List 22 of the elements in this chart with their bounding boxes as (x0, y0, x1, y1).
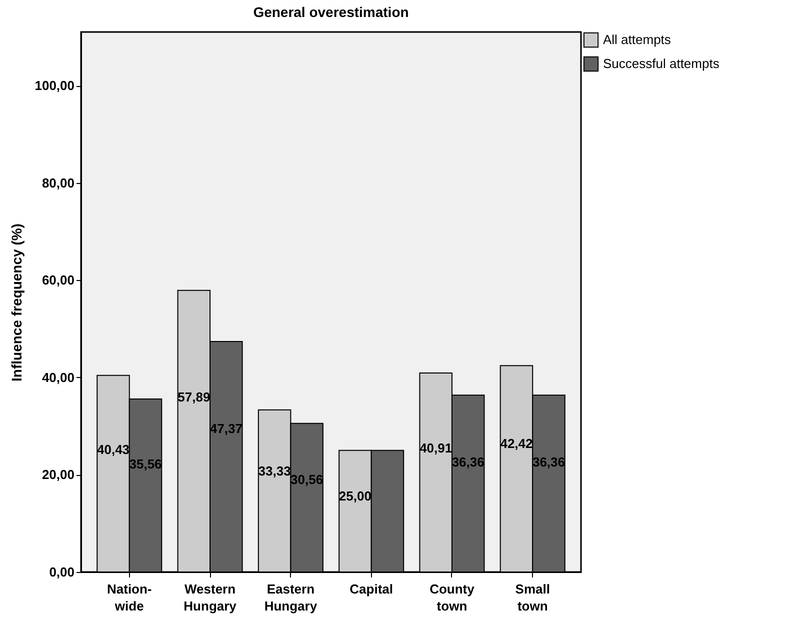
x-tick-label: County town (430, 582, 476, 614)
x-tick-label: Western Hungary (184, 582, 238, 614)
data-label: 57,89 (178, 389, 210, 404)
data-label: 40,43 (96, 442, 130, 458)
legend-label: All attempts (603, 32, 672, 47)
y-tick-label: 0,00 (49, 564, 74, 580)
y-tick-label: 100,00 (34, 78, 74, 94)
data-label: 47,37 (210, 421, 242, 436)
y-axis-title: Influence frequency (%) (8, 224, 25, 382)
data-label: 36,36 (532, 454, 566, 470)
legend-label: Successful attempts (603, 56, 720, 71)
chart-title: General overestimation (253, 4, 409, 20)
y-tick-label: 20,00 (42, 467, 74, 482)
x-tick-label: Capital (350, 582, 393, 596)
data-label: 40,91 (420, 440, 452, 456)
y-tick-label: 60,00 (42, 272, 74, 288)
x-tick-label: Eastern Hungary (264, 582, 318, 614)
y-tick-label: 80,00 (42, 175, 74, 190)
x-tick-label: Small town (515, 582, 550, 614)
x-tick-label: Nation- wide (106, 582, 152, 614)
data-label: 30,56 (290, 472, 324, 487)
y-tick-label: 40,00 (42, 370, 74, 385)
